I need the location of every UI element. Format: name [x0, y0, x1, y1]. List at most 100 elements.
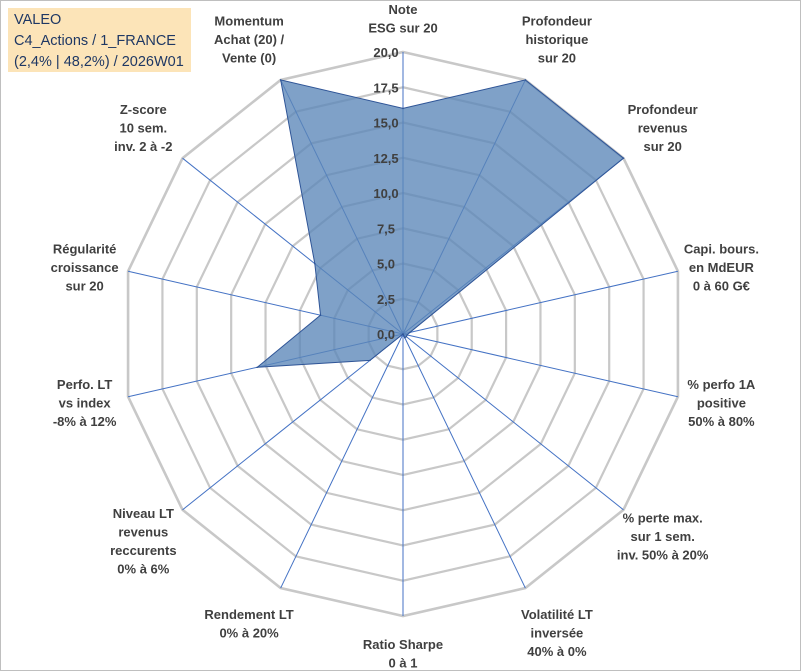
spoke-5 [402, 333, 624, 511]
r-tick-label: 2,5 [377, 292, 395, 307]
axis-label-line: Niveau LT [113, 506, 174, 521]
axis-label-line: Note [389, 2, 418, 17]
data-point-12 [314, 262, 316, 265]
axis-label-11: Régularité croissance sur 20 [51, 242, 119, 294]
axis-label-text-9: Niveau LT revenus reccurents 0% à 6% [110, 506, 176, 577]
title-line-portfolio: C4_Actions / 1_FRANCE [14, 33, 176, 49]
axis-label-line: % perte max. [623, 511, 703, 526]
axis-label-text-4: % perfo 1A positive 50% à 80% [687, 377, 756, 429]
radar-axis-labels: Note ESG sur 20 Profondeur historique sur 20… [51, 2, 759, 671]
data-point-6 [404, 337, 406, 339]
axis-label-line: % perfo 1A [687, 377, 756, 392]
axis-label-line: 10 sem. [119, 121, 167, 136]
axis-label-0: Note ESG sur 20 [368, 2, 437, 36]
data-point-1 [524, 79, 527, 81]
data-point-2 [622, 157, 625, 159]
data-point-3 [409, 331, 411, 334]
axis-label-text-6: Volatilité LT inversée 40% à 0% [521, 607, 593, 659]
axis-label-line: Achat (20) / [214, 32, 284, 47]
axis-label-12: Z-score 10 sem. inv. 2 à -2 [114, 102, 172, 154]
axis-label-7: Ratio Sharpe 0 à 1 [363, 637, 443, 671]
spoke-9 [182, 333, 404, 511]
axis-label-6: Volatilité LT inversée 40% à 0% [521, 607, 593, 659]
axis-label-line: sur 20 [644, 139, 682, 154]
axis-label-line: sur 20 [538, 51, 576, 66]
axis-label-1: Profondeur historique sur 20 [522, 14, 592, 66]
data-point-0 [402, 107, 404, 110]
series-area-valeo [255, 79, 625, 368]
axis-label-line: 40% à 0% [527, 644, 587, 659]
axis-label-4: % perfo 1A positive 50% à 80% [687, 377, 756, 429]
axis-label-line: 50% à 80% [688, 414, 755, 429]
axis-label-10: Perfo. LT vs index -8% à 12% [53, 377, 117, 429]
axis-label-line: inversée [531, 625, 584, 640]
axis-label-text-1: Profondeur historique sur 20 [522, 14, 592, 66]
spoke-4 [402, 333, 679, 398]
r-tick-label: 17,5 [373, 80, 398, 95]
spoke-6 [402, 333, 526, 589]
data-point-5 [405, 335, 408, 338]
axis-label-line: sur 1 sem. [631, 529, 695, 544]
r-tick-label: 12,5 [373, 151, 398, 166]
r-tick-label: 20,0 [373, 45, 398, 60]
axis-label-text-8: Rendement LT 0% à 20% [204, 607, 293, 641]
axis-label-line: Profondeur [522, 14, 592, 29]
axis-label-line: 0 à 1 [389, 656, 418, 671]
axis-label-line: Perfo. LT [57, 377, 112, 392]
axis-label-line: Momentum [214, 14, 283, 29]
data-point-13 [279, 79, 282, 81]
r-tick-label: 15,0 [373, 116, 398, 131]
data-point-8 [402, 333, 404, 335]
axis-label-text-12: Z-score 10 sem. inv. 2 à -2 [114, 102, 172, 154]
chart-title-box: VALEO C4_Actions / 1_FRANCE (2,4% | 48,2… [8, 8, 191, 72]
axis-label-text-2: Profondeur revenus sur 20 [628, 102, 698, 154]
axis-label-line: Volatilité LT [521, 607, 593, 622]
axis-label-line: historique [525, 32, 588, 47]
axis-label-line: sur 20 [65, 279, 103, 294]
axis-label-line: inv. 50% à 20% [617, 548, 709, 563]
axis-label-line: Z-score [120, 102, 167, 117]
data-point-9 [369, 359, 371, 362]
axis-label-line: Rendement LT [204, 607, 293, 622]
axis-label-line: revenus [638, 121, 688, 136]
axis-label-line: Capi. bours. [684, 242, 759, 257]
axis-label-line: inv. 2 à -2 [114, 139, 172, 154]
axis-label-13: Momentum Achat (20) / Vente (0) [214, 14, 284, 66]
title-line-company: VALEO [14, 12, 62, 28]
axis-label-line: positive [697, 395, 746, 410]
axis-label-line: 0% à 6% [117, 562, 169, 577]
radar-series [255, 79, 625, 369]
radar-tick-labels: 0,0 2,5 5,0 7,5 10,0 12,5 15,0 17,5 20,0 [373, 45, 398, 342]
data-point-4 [406, 334, 408, 336]
axis-label-line: 0 à 60 G€ [693, 279, 750, 294]
axis-label-line: revenus [118, 525, 168, 540]
r-tick-label: 0,0 [377, 327, 395, 342]
axis-label-text-0: Note ESG sur 20 [368, 2, 437, 36]
axis-label-line: 0% à 20% [219, 625, 279, 640]
axis-label-line: Profondeur [628, 102, 698, 117]
axis-label-line: Vente (0) [222, 51, 276, 66]
title-line-period: (2,4% | 48,2%) / 2026W01 [14, 54, 184, 70]
spoke-3 [402, 270, 679, 335]
spoke-8 [280, 333, 404, 589]
axis-label-3: Capi. bours. en MdEUR 0 à 60 G€ [684, 242, 759, 294]
axis-label-line: vs index [59, 395, 112, 410]
axis-label-text-5: % perte max. sur 1 sem. inv. 50% à 20% [617, 511, 709, 563]
axis-label-line: Régularité [53, 242, 117, 257]
axis-label-line: croissance [51, 260, 119, 275]
axis-label-text-3: Capi. bours. en MdEUR 0 à 60 G€ [684, 242, 759, 294]
axis-label-line: ESG sur 20 [368, 21, 437, 36]
axis-label-9: Niveau LT revenus reccurents 0% à 6% [110, 506, 176, 577]
r-tick-label: 5,0 [377, 257, 395, 272]
axis-label-text-13: Momentum Achat (20) / Vente (0) [214, 14, 284, 66]
data-point-11 [319, 314, 322, 316]
r-tick-label: 10,0 [373, 186, 398, 201]
axis-label-line: en MdEUR [689, 260, 755, 275]
axis-label-text-11: Régularité croissance sur 20 [51, 242, 119, 294]
axis-label-2: Profondeur revenus sur 20 [628, 102, 698, 154]
axis-label-text-10: Perfo. LT vs index -8% à 12% [53, 377, 117, 429]
axis-label-line: reccurents [110, 543, 176, 558]
axis-label-line: Ratio Sharpe [363, 637, 443, 652]
axis-label-line: -8% à 12% [53, 414, 117, 429]
